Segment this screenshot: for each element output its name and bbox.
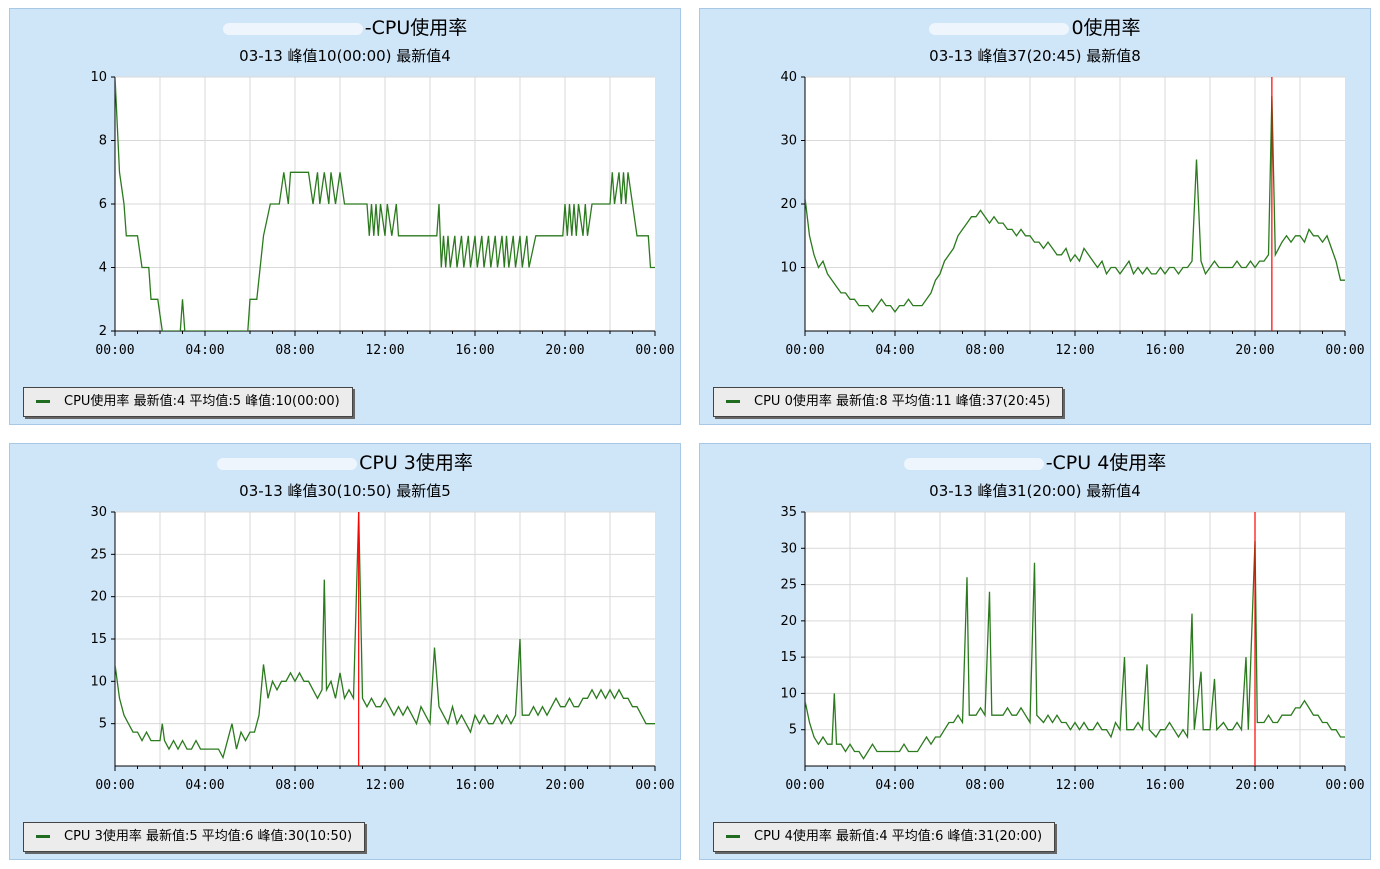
y-tick-label: 5 — [99, 717, 107, 732]
x-tick-label: 00:00 — [1325, 343, 1364, 358]
y-tick-label: 20 — [780, 614, 797, 629]
y-tick-label: 40 — [780, 70, 797, 85]
chart-panel-cpu4-usage: -CPU 4使用率 03-13 峰值31(20:00) 最新值4 5 10 15 20… — [699, 443, 1371, 860]
legend-swatch — [726, 835, 740, 838]
chart-panel-cpu3-usage: CPU 3使用率 03-13 峰值30(10:50) 最新值5 5 10 15 20 2… — [9, 443, 681, 860]
y-tick-label: 20 — [780, 197, 797, 212]
chart-subtitle: 03-13 峰值10(00:00) 最新值4 — [239, 47, 451, 65]
chart-plot: 5 10 15 20 25 30 00:00 04:00 08:00 12:00 16:00 20:0… — [90, 505, 674, 793]
x-tick-label: 04:00 — [875, 343, 914, 358]
series-line — [115, 512, 655, 760]
y-tick-label: 6 — [99, 197, 107, 212]
chart-legend: CPU 4使用率 最新值:4 平均值:6 峰值:31(20:00) — [713, 822, 1056, 852]
x-tick-label: 08:00 — [965, 343, 1004, 358]
x-tick-label: 20:00 — [545, 343, 584, 358]
legend-label: CPU使用率 最新值:4 平均值:5 峰值:10(00:00) — [64, 394, 340, 409]
y-tick-label: 20 — [90, 590, 107, 605]
chart-title: CPU 3使用率 — [10, 448, 680, 475]
x-tick-label: 00:00 — [785, 778, 824, 793]
y-tick-label: 5 — [789, 723, 797, 738]
y-tick-label: 10 — [90, 674, 107, 689]
y-tick-label: 30 — [780, 541, 797, 556]
series-line — [805, 95, 1345, 314]
chart-subtitle: 03-13 峰值30(10:50) 最新值5 — [239, 482, 451, 500]
y-tick-label: 15 — [90, 632, 107, 647]
y-tick-label: 10 — [780, 261, 797, 276]
y-tick-label: 10 — [780, 686, 797, 701]
x-tick-label: 08:00 — [275, 778, 314, 793]
x-tick-label: 00:00 — [1325, 778, 1364, 793]
x-tick-label: 00:00 — [95, 343, 134, 358]
series-line — [805, 540, 1345, 760]
redacted-host — [929, 22, 1070, 35]
x-tick-label: 12:00 — [1055, 778, 1094, 793]
chart-panel-cpu0-usage: 0使用率 03-13 峰值37(20:45) 最新值8 10 20 30 40 00:0… — [699, 8, 1371, 425]
chart-title: -CPU使用率 — [10, 13, 680, 40]
y-tick-label: 15 — [780, 650, 797, 665]
chart-subtitle: 03-13 峰值37(20:45) 最新值8 — [929, 47, 1141, 65]
redacted-host — [903, 457, 1044, 470]
y-tick-label: 30 — [780, 134, 797, 149]
y-tick-label: 10 — [90, 70, 107, 85]
x-tick-label: 00:00 — [635, 778, 674, 793]
y-tick-label: 25 — [90, 547, 107, 562]
redacted-host — [217, 457, 358, 470]
chart-subtitle: 03-13 峰值31(20:00) 最新值4 — [929, 482, 1141, 500]
legend-label: CPU 4使用率 最新值:4 平均值:6 峰值:31(20:00) — [754, 829, 1043, 844]
legend-swatch — [36, 835, 50, 838]
x-tick-label: 12:00 — [365, 343, 404, 358]
x-tick-label: 20:00 — [1235, 343, 1274, 358]
x-tick-label: 16:00 — [1145, 343, 1184, 358]
x-tick-label: 20:00 — [1235, 778, 1274, 793]
y-tick-label: 8 — [99, 134, 107, 149]
x-tick-label: 20:00 — [545, 778, 584, 793]
legend-label: CPU 0使用率 最新值:8 平均值:11 峰值:37(20:45) — [754, 394, 1051, 409]
x-tick-label: 16:00 — [1145, 778, 1184, 793]
x-tick-label: 12:00 — [1055, 343, 1094, 358]
x-tick-label: 04:00 — [875, 778, 914, 793]
legend-swatch — [36, 400, 50, 403]
chart-plot: 10 20 30 40 00:00 04:00 08:00 12:00 16:00 20:00 00… — [780, 70, 1364, 358]
chart-legend: CPU 3使用率 最新值:5 平均值:6 峰值:30(10:50) — [23, 822, 366, 852]
legend-swatch — [726, 400, 740, 403]
chart-legend: CPU使用率 最新值:4 平均值:5 峰值:10(00:00) — [23, 387, 353, 417]
y-tick-label: 30 — [90, 505, 107, 520]
x-tick-label: 08:00 — [275, 343, 314, 358]
y-tick-label: 35 — [780, 505, 797, 520]
chart-plot: 5 10 15 20 25 30 35 00:00 04:00 08:00 12:00 16:00 20… — [780, 505, 1364, 793]
chart-legend: CPU 0使用率 最新值:8 平均值:11 峰值:37(20:45) — [713, 387, 1064, 417]
x-tick-label: 16:00 — [455, 778, 494, 793]
y-tick-label: 2 — [99, 324, 107, 339]
chart-plot: 2 4 6 8 10 00:00 04:00 08:00 12:00 16:00 20:00 00:0… — [90, 70, 674, 358]
chart-title: -CPU 4使用率 — [700, 448, 1370, 475]
x-tick-label: 00:00 — [95, 778, 134, 793]
y-tick-label: 25 — [780, 578, 797, 593]
x-tick-label: 12:00 — [365, 778, 404, 793]
x-tick-label: 04:00 — [185, 343, 224, 358]
x-tick-label: 00:00 — [635, 343, 674, 358]
y-tick-label: 4 — [99, 261, 107, 276]
redacted-host — [222, 22, 363, 35]
chart-title: 0使用率 — [700, 13, 1370, 40]
legend-label: CPU 3使用率 最新值:5 平均值:6 峰值:30(10:50) — [64, 829, 353, 844]
x-tick-label: 04:00 — [185, 778, 224, 793]
series-line — [115, 77, 655, 331]
chart-panel-cpu-usage: -CPU使用率 03-13 峰值10(00:00) 最新值4 2 4 6 8 10 00:… — [9, 8, 681, 425]
x-tick-label: 08:00 — [965, 778, 1004, 793]
x-tick-label: 16:00 — [455, 343, 494, 358]
x-tick-label: 00:00 — [785, 343, 824, 358]
